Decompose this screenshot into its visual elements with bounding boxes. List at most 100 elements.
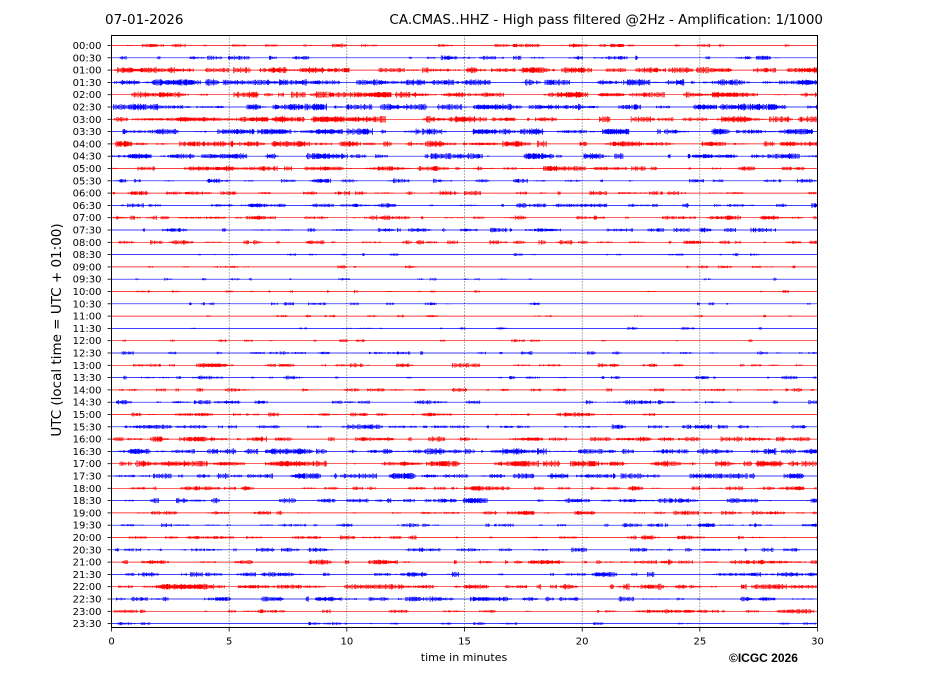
y-tick-label: 09:00 (73, 262, 102, 273)
trace-0700 (113, 215, 817, 221)
y-tick-label: 14:30 (73, 398, 102, 409)
trace-1200 (122, 339, 753, 343)
copyright-label: ©ICGC 2026 (729, 651, 798, 665)
trace-2300 (114, 609, 815, 614)
trace-1030 (189, 302, 811, 306)
trace-0130 (114, 79, 818, 86)
trace-2330 (117, 621, 816, 626)
y-tick-label: 09:30 (73, 275, 102, 286)
y-tick-label: 08:00 (73, 238, 102, 249)
y-tick-label: 06:00 (73, 189, 102, 200)
trace-1430 (116, 399, 817, 405)
trace-0630 (121, 203, 818, 208)
y-tick-label: 18:00 (73, 484, 102, 495)
trace-2100 (122, 559, 817, 565)
y-tick-label: 04:30 (73, 152, 102, 163)
y-tick-label: 14:00 (73, 385, 102, 396)
x-tick-label: 0 (108, 637, 114, 648)
x-tick-label: 20 (576, 637, 589, 648)
trace-0900 (148, 265, 796, 269)
trace-2200 (118, 583, 817, 590)
y-tick-label: 08:30 (73, 250, 102, 261)
chart-title: CA.CMAS..HHZ - High pass filtered @2Hz -… (389, 12, 823, 28)
x-tick-labels: 0 5 10 15 20 25 30 (108, 627, 824, 648)
y-tick-label: 03:00 (73, 115, 102, 126)
trace-2030 (114, 547, 818, 553)
trace-0200 (131, 91, 818, 98)
y-tick-label: 01:00 (73, 66, 102, 77)
y-tick-label: 20:30 (73, 545, 102, 556)
y-tick-label: 07:00 (73, 213, 102, 224)
trace-1800 (130, 485, 818, 491)
y-tick-label: 19:30 (73, 521, 102, 532)
y-tick-label: 05:00 (73, 164, 102, 175)
trace-1900 (135, 510, 818, 516)
y-tick-label: 11:30 (73, 324, 102, 335)
trace-1100 (206, 314, 793, 318)
trace-1830 (124, 497, 818, 504)
trace-0730 (142, 227, 818, 233)
trace-1400 (119, 387, 815, 392)
trace-0000 (127, 43, 790, 48)
trace-1630 (117, 448, 818, 455)
trace-2000 (128, 535, 817, 540)
y-tick-label: 12:30 (73, 349, 102, 360)
y-tick-label: 13:30 (73, 373, 102, 384)
y-tick-label: 12:00 (73, 336, 102, 347)
y-tick-label: 18:30 (73, 496, 102, 507)
trace-0330 (122, 128, 813, 135)
trace-0430 (111, 153, 817, 160)
trace-0300 (114, 115, 818, 123)
y-tick-label: 15:30 (73, 422, 102, 433)
trace-0400 (115, 140, 817, 148)
trace-1330 (123, 375, 817, 380)
trace-1930 (120, 523, 818, 528)
y-tick-label: 07:30 (73, 226, 102, 237)
grid-lines (228, 35, 701, 628)
y-tick-label: 22:00 (73, 582, 102, 593)
trace-1000 (136, 289, 789, 294)
trace-0230 (113, 103, 817, 111)
traces-group (111, 43, 818, 626)
y-tick-label: 21:00 (73, 558, 102, 569)
x-tick-label: 25 (693, 637, 706, 648)
y-tick-label: 20:00 (73, 533, 102, 544)
trace-0830 (197, 253, 760, 257)
trace-1300 (133, 362, 803, 368)
date-label: 07-01-2026 (105, 12, 184, 28)
y-tick-label: 04:00 (73, 139, 102, 150)
trace-0100 (114, 66, 818, 74)
y-tick-label: 23:30 (73, 619, 102, 630)
trace-1700 (119, 460, 817, 467)
x-tick-label: 30 (811, 637, 824, 648)
x-tick-label: 5 (226, 637, 232, 648)
y-tick-label: 21:30 (73, 570, 102, 581)
y-tick-label: 10:00 (73, 287, 102, 298)
y-tick-label: 11:00 (73, 312, 102, 323)
y-tick-label: 16:30 (73, 447, 102, 458)
trace-0600 (111, 190, 817, 196)
y-tick-label: 15:00 (73, 410, 102, 421)
y-tick-label: 17:00 (73, 459, 102, 470)
y-tick-label: 10:30 (73, 299, 102, 310)
trace-0800 (118, 240, 818, 245)
y-tick-label: 19:00 (73, 508, 102, 519)
trace-0500 (111, 165, 806, 172)
y-tick-label: 03:30 (73, 127, 102, 138)
y-tick-label: 02:30 (73, 103, 102, 114)
y-tick-label: 05:30 (73, 176, 102, 187)
x-tick-label: 15 (458, 637, 471, 648)
trace-1730 (115, 472, 804, 480)
y-tick-label: 17:30 (73, 472, 102, 483)
trace-1530 (123, 424, 807, 430)
y-tick-label: 16:00 (73, 435, 102, 446)
y-tick-label: 06:30 (73, 201, 102, 212)
trace-0030 (119, 55, 780, 61)
y-tick-label: 13:00 (73, 361, 102, 372)
y-axis-label: UTC (local time = UTC + 01:00) (49, 223, 65, 437)
y-tick-label: 01:30 (73, 78, 102, 89)
trace-1600 (113, 436, 810, 442)
y-tick-label: 23:00 (73, 607, 102, 618)
